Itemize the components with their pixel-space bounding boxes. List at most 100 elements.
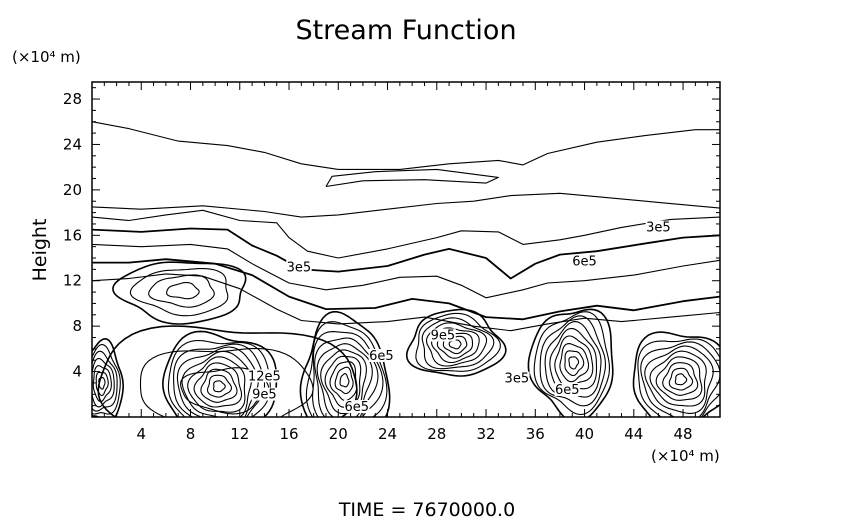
contour-line — [92, 209, 720, 259]
x-tick-label: 28 — [427, 425, 446, 443]
contour-label: 6e5 — [344, 400, 369, 415]
contour-ring — [187, 356, 246, 413]
contour-ring — [655, 356, 703, 401]
contour-label: 6e5 — [369, 349, 394, 364]
contour-line — [92, 243, 720, 299]
contour-ring — [527, 308, 614, 417]
contour-label: 6e5 — [572, 255, 597, 270]
y-tick-label: 16 — [63, 226, 82, 244]
contour-ring — [662, 362, 699, 396]
contour-label: 9e5 — [431, 329, 456, 344]
contour-ring — [200, 368, 238, 403]
contour-line — [92, 227, 720, 280]
x-tick-label: 16 — [279, 425, 298, 443]
contour-ring — [640, 341, 720, 417]
contour-ring — [299, 311, 391, 417]
contour-ring — [305, 321, 388, 417]
contour-ring — [316, 343, 373, 417]
contour-lines — [92, 121, 720, 417]
contour-ring — [442, 335, 468, 355]
contour-line — [92, 192, 720, 218]
contour-ring — [334, 366, 354, 395]
time-label: TIME = 7670000.0 — [338, 499, 515, 519]
contour-ring — [167, 339, 271, 417]
contour-ring — [173, 343, 266, 417]
contour-ring — [649, 350, 707, 407]
y-tick-label: 4 — [72, 363, 82, 381]
x-tick-label: 4 — [136, 425, 146, 443]
x-tick-label: 48 — [674, 425, 693, 443]
y-tick-label: 12 — [63, 272, 82, 290]
contour-ring — [436, 332, 474, 359]
contour-ring — [193, 362, 243, 408]
y-tick-label: 24 — [63, 135, 82, 153]
contour-line — [325, 168, 499, 188]
contour-label: 12e5 — [248, 369, 281, 384]
contour-label-bg — [571, 254, 598, 268]
y-axis-unit: (×10⁴ m) — [12, 48, 81, 66]
contour-line — [92, 121, 720, 170]
contour-ring — [544, 321, 602, 398]
chart-title: Stream Function — [295, 15, 516, 46]
x-tick-label: 24 — [378, 425, 397, 443]
contour-label: 3e5 — [287, 260, 312, 275]
contour-ring — [97, 325, 358, 417]
contour-label: 9e5 — [252, 388, 277, 403]
x-tick-label: 8 — [186, 425, 196, 443]
y-tick-label: 8 — [72, 317, 82, 335]
contour-ring — [92, 357, 115, 408]
x-tick-label: 40 — [575, 425, 594, 443]
y-tick-label: 28 — [63, 90, 82, 108]
contour-ring — [176, 346, 259, 417]
plot-frame — [91, 81, 721, 418]
contour-label-bg — [645, 220, 672, 234]
contour-ring — [139, 348, 314, 417]
x-tick-label: 44 — [624, 425, 643, 443]
axis-ticks — [92, 82, 720, 417]
contour-ring — [162, 330, 278, 417]
contour-ring — [448, 339, 462, 350]
contour-ring — [213, 380, 226, 393]
contour-ring — [568, 356, 580, 370]
contour-ring — [674, 373, 688, 386]
x-tick-label: 32 — [476, 425, 495, 443]
contour-ring — [92, 350, 118, 412]
contour-ring — [312, 331, 384, 417]
contour-label: 6e5 — [555, 383, 580, 398]
contour-label-bg — [286, 260, 312, 274]
contour-ring — [148, 274, 215, 308]
contour-ring — [564, 350, 585, 377]
contour-ring — [129, 268, 229, 317]
contour-label-bg — [430, 328, 456, 342]
contour-ring — [431, 327, 480, 364]
contour-ring — [339, 373, 350, 388]
contour-ring — [181, 350, 253, 417]
contour-ring — [425, 322, 488, 367]
contour-ring — [533, 311, 610, 416]
contour-ring — [415, 312, 501, 372]
x-tick-label: 12 — [230, 425, 249, 443]
contour-label-bg — [247, 369, 282, 383]
contour-ring — [668, 367, 694, 391]
contour-ring — [632, 331, 720, 417]
contour-ring — [166, 281, 200, 300]
contour-line — [92, 273, 720, 332]
contour-ring — [206, 374, 232, 398]
contour-label-bg — [251, 387, 278, 401]
contour-ring — [559, 343, 590, 383]
contour-label-bg — [554, 383, 581, 397]
contour-ring — [112, 261, 247, 325]
contour-line — [92, 258, 720, 321]
contour-label: 3e5 — [505, 372, 530, 387]
contour-label-bg — [504, 371, 530, 385]
contour-ring — [539, 315, 606, 407]
contour-ring — [92, 337, 125, 417]
contour-ring — [329, 361, 358, 402]
contour-ring — [549, 327, 598, 392]
x-tick-label: 36 — [526, 425, 545, 443]
contour-ring — [180, 367, 270, 415]
contour-ring — [95, 371, 109, 397]
contour-ring — [554, 335, 594, 388]
